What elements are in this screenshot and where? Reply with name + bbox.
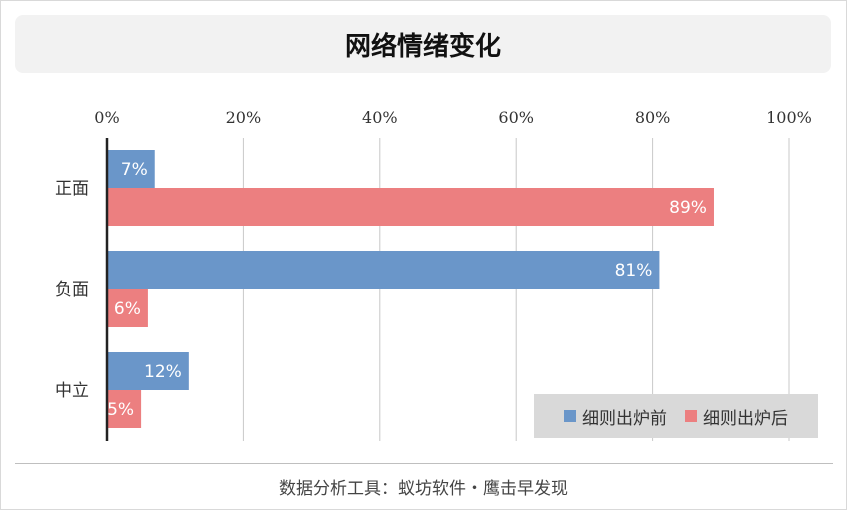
- data-label-0-0: 7%: [121, 160, 148, 180]
- data-label-1-0: 81%: [615, 261, 653, 281]
- data-label-0-1: 89%: [669, 198, 707, 218]
- data-label-2-0: 12%: [144, 362, 182, 382]
- data-label-1-1: 6%: [114, 299, 141, 319]
- x-tick-label-40: 40%: [362, 108, 398, 127]
- category-label-0: 正面: [55, 179, 89, 199]
- category-label-2: 中立: [55, 381, 89, 401]
- x-tick-label-80: 80%: [635, 108, 671, 127]
- x-tick-label-60: 60%: [498, 108, 534, 127]
- legend: 细则出炉前 细则出炉后: [534, 394, 818, 438]
- bar-0-1: [107, 188, 714, 226]
- legend-item-after: 细则出炉后: [685, 404, 788, 429]
- bar-2-1: [107, 390, 142, 428]
- category-label-1: 负面: [55, 280, 89, 300]
- x-tick-label-20: 20%: [226, 108, 262, 127]
- title-banner: 网络情绪变化: [15, 15, 831, 73]
- legend-item-before: 细则出炉前: [564, 404, 667, 429]
- bar-2-0: [107, 352, 189, 390]
- bar-0-0: [107, 150, 155, 188]
- footer-text: 数据分析工具：蚁坊软件・鹰击早发现: [279, 478, 568, 499]
- legend-label-before: 细则出炉前: [582, 408, 667, 429]
- bar-1-1: [107, 289, 148, 327]
- data-label-2-1: 5%: [107, 400, 134, 420]
- legend-label-after: 细则出炉后: [703, 408, 788, 429]
- bar-1-0: [107, 251, 660, 289]
- chart-title: 网络情绪变化: [344, 31, 501, 62]
- legend-swatch-before: [564, 410, 576, 422]
- x-tick-label-0: 0%: [94, 108, 119, 127]
- x-tick-label-100: 100%: [766, 108, 812, 127]
- legend-swatch-after: [685, 410, 697, 422]
- footer-divider: [15, 463, 833, 464]
